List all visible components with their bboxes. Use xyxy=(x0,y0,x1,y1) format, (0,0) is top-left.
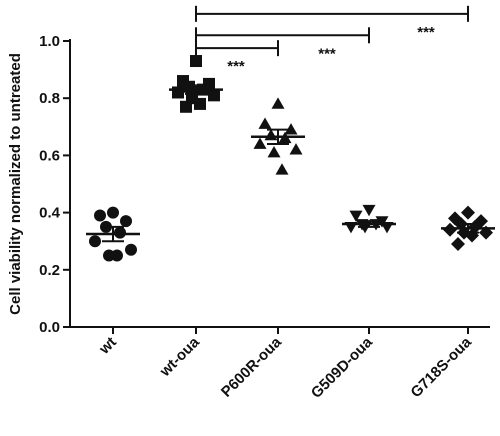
group-G718S-oua xyxy=(441,205,495,252)
y-tick-label: 1.0 xyxy=(39,33,60,50)
significance-bracket: *** xyxy=(195,27,370,62)
x-category-label: wt-oua xyxy=(156,333,203,380)
data-point xyxy=(89,235,101,248)
data-point xyxy=(271,97,285,109)
group-wt-oua xyxy=(169,55,223,113)
y-axis-title: Cell viability normalized to untreated xyxy=(7,53,24,315)
data-point xyxy=(461,205,475,220)
data-point xyxy=(284,123,298,135)
group-P600R-oua xyxy=(251,97,305,175)
y-tick-label: 0.4 xyxy=(39,205,61,222)
data-point xyxy=(194,97,206,110)
data-point xyxy=(267,146,281,158)
data-point xyxy=(253,137,267,149)
significance-bracket: *** xyxy=(195,40,279,75)
significance-label: *** xyxy=(417,24,435,41)
data-point xyxy=(111,249,123,262)
data-point xyxy=(375,216,389,228)
y-tick-label: 0.2 xyxy=(39,262,60,279)
x-category-label: P600R-oua xyxy=(218,333,285,400)
x-category-label: G718S-oua xyxy=(407,333,475,401)
data-point xyxy=(190,55,202,68)
data-point xyxy=(125,243,137,256)
data-point xyxy=(180,100,192,113)
data-point xyxy=(107,206,119,219)
significance-label: *** xyxy=(318,45,336,62)
x-category-label: wt xyxy=(95,334,120,359)
data-point xyxy=(362,204,376,217)
data-point xyxy=(451,237,465,252)
y-tick-label: 0.0 xyxy=(39,319,60,336)
significance-bracket: *** xyxy=(195,5,469,41)
data-point xyxy=(94,209,106,222)
significance-label: *** xyxy=(227,58,245,75)
significance-brackets: *** *** *** xyxy=(195,5,469,75)
data-point xyxy=(289,143,303,155)
axes: 0.0 0.2 0.4 0.6 0.8 1.0 wt wt-oua P600R-oua G509D… xyxy=(39,33,490,402)
data-point xyxy=(183,80,195,93)
data-marks xyxy=(86,55,495,262)
data-point xyxy=(258,117,272,129)
data-point xyxy=(443,222,457,237)
data-point xyxy=(172,86,184,99)
group-G509D-oua xyxy=(342,204,396,234)
data-point xyxy=(275,163,289,175)
data-point xyxy=(208,89,220,102)
y-tick-label: 0.6 xyxy=(39,147,60,164)
data-point xyxy=(114,226,126,239)
y-tick-label: 0.8 xyxy=(39,90,60,107)
x-category-label: G509D-oua xyxy=(308,333,376,401)
group-wt xyxy=(86,206,140,262)
data-point xyxy=(120,215,132,228)
data-point xyxy=(349,210,363,222)
